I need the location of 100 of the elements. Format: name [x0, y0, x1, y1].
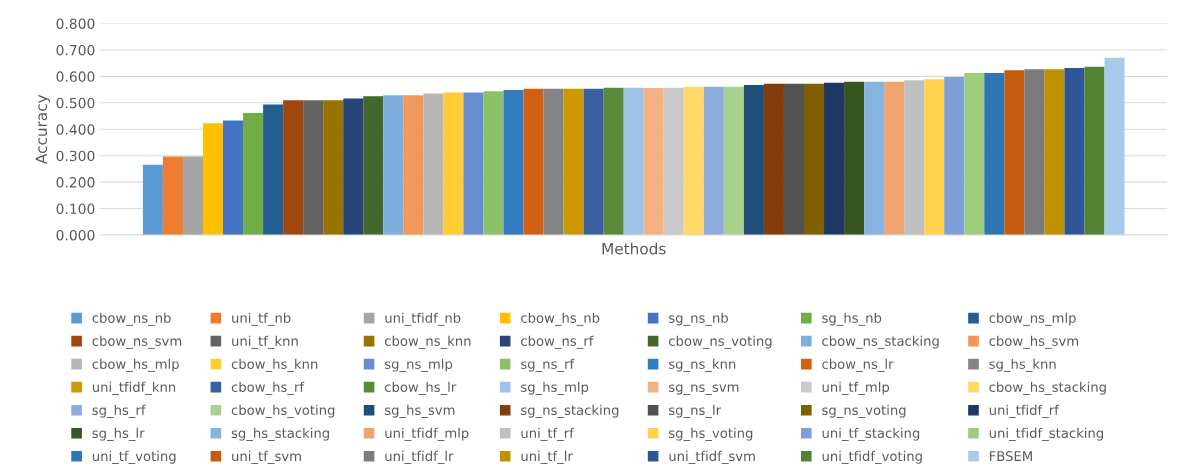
legend-label: uni_tfidf_rf: [989, 404, 1060, 418]
y-tick-label: 0.200: [56, 177, 95, 188]
legend-label: uni_tf_rf: [521, 427, 575, 441]
y-tick-label: 0.700: [56, 44, 95, 56]
legend-label: uni_tfidf_svm: [669, 450, 755, 465]
legend-label: cbow_hs_mlp: [92, 358, 179, 372]
legend-label: uni_tfidf_nb: [385, 312, 461, 326]
bar: [763, 83, 784, 235]
bar: [703, 86, 724, 235]
bar: [503, 90, 524, 235]
bar: [263, 104, 284, 235]
bar: [844, 81, 865, 235]
legend-label: sg_ns_voting: [822, 404, 906, 418]
bar: [904, 80, 925, 235]
bar: [223, 120, 244, 235]
legend-label: cbow_ns_lr: [822, 358, 894, 372]
legend-label: sg_ns_mlp: [384, 358, 453, 372]
bar: [824, 82, 845, 235]
bar: [383, 95, 404, 235]
bar: [984, 72, 1005, 235]
legend-label: cbow_hs_rf: [231, 381, 305, 395]
bar: [363, 96, 384, 235]
bar: [403, 95, 424, 235]
bar: [283, 100, 304, 235]
legend-label: uni_tf_voting: [92, 450, 176, 465]
bar: [603, 87, 624, 235]
legend-label: uni_tfidf_lr: [385, 450, 454, 465]
bar: [623, 87, 644, 235]
legend-label: sg_hs_svm: [384, 404, 455, 418]
legend-label: cbow_hs_nb: [521, 312, 600, 326]
bar: [663, 87, 684, 235]
legend-label: uni_tfidf_mlp: [385, 427, 469, 441]
bar: [323, 100, 344, 235]
bar: [1084, 66, 1105, 235]
bar: [723, 86, 744, 235]
legend-label: sg_ns_knn: [669, 358, 736, 372]
bar: [884, 81, 905, 235]
bar: [202, 123, 224, 235]
legend-label: cbow_hs_svm: [989, 335, 1079, 349]
bar: [443, 92, 464, 235]
legend-label: cbow_ns_knn: [384, 335, 471, 349]
legend-label: cbow_hs_voting: [231, 404, 335, 418]
legend-label: cbow_ns_rf: [521, 335, 594, 349]
bar: [243, 113, 264, 235]
bar: [804, 83, 825, 235]
legend-label: uni_tfidf_voting: [822, 450, 922, 465]
bar: [303, 100, 324, 235]
legend-label: sg_ns_lr: [669, 404, 722, 418]
legend-label: uni_tf_knn: [232, 335, 298, 349]
legend-label: uni_tfidf_stacking: [989, 427, 1103, 441]
legend-label: uni_tf_mlp: [822, 381, 890, 395]
legend-label: uni_tf_stacking: [822, 427, 920, 441]
y-tick-label: 0.400: [56, 124, 95, 135]
bar: [543, 88, 564, 235]
legend-label: sg_hs_mlp: [521, 381, 589, 395]
bar: [463, 92, 484, 235]
legend-label: sg_hs_stacking: [231, 427, 329, 441]
legend-label: cbow_hs_knn: [231, 358, 318, 372]
legend-label: cbow_ns_voting: [669, 335, 772, 349]
bar: [142, 164, 163, 235]
legend-label: cbow_ns_nb: [92, 312, 171, 326]
legend-label: sg_hs_knn: [989, 358, 1056, 372]
y-tick-label: 0.800: [56, 18, 95, 29]
bar: [964, 72, 985, 235]
bar: [864, 81, 885, 235]
bar: [924, 79, 945, 235]
bar: [343, 98, 364, 235]
y-tick-label: 0.500: [56, 97, 95, 109]
legend-label: cbow_hs_stacking: [989, 381, 1106, 395]
y-tick-label: 0.000: [56, 229, 95, 241]
legend-label: cbow_hs_lr: [384, 381, 457, 395]
bar: [1004, 70, 1025, 235]
legend-label: uni_tf_lr: [521, 450, 573, 465]
legend-label: sg_ns_nb: [669, 312, 728, 326]
bar: [182, 156, 203, 235]
legend-label: sg_ns_svm: [669, 384, 739, 395]
bar: [523, 88, 544, 235]
bar: [483, 91, 504, 235]
legend-label: FBSEM: [989, 451, 1032, 462]
x-axis-title: Methods: [602, 242, 666, 255]
bar: [944, 76, 965, 235]
bar: [583, 88, 604, 235]
bar: [162, 156, 183, 235]
y-axis-title: Accuracy: [35, 94, 51, 165]
legend-label: sg_ns_rf: [521, 358, 575, 372]
legend-label: uni_tf_nb: [232, 312, 291, 326]
bar: [643, 88, 664, 235]
y-tick-label: 0.600: [56, 71, 95, 82]
bar: [1024, 69, 1045, 235]
bar: [1064, 67, 1085, 235]
y-tick-label: 0.100: [56, 203, 95, 215]
legend-label: uni_tf_svm: [232, 450, 301, 465]
bar: [563, 88, 584, 235]
bar: [1104, 57, 1125, 235]
legend-label: sg_ns_stacking: [521, 404, 619, 418]
legend-label: sg_hs_rf: [92, 404, 146, 418]
legend-label: cbow_ns_svm: [92, 335, 182, 349]
bar: [783, 83, 804, 235]
bar: [683, 86, 704, 235]
legend-label: uni_tfidf_knn: [92, 381, 176, 395]
